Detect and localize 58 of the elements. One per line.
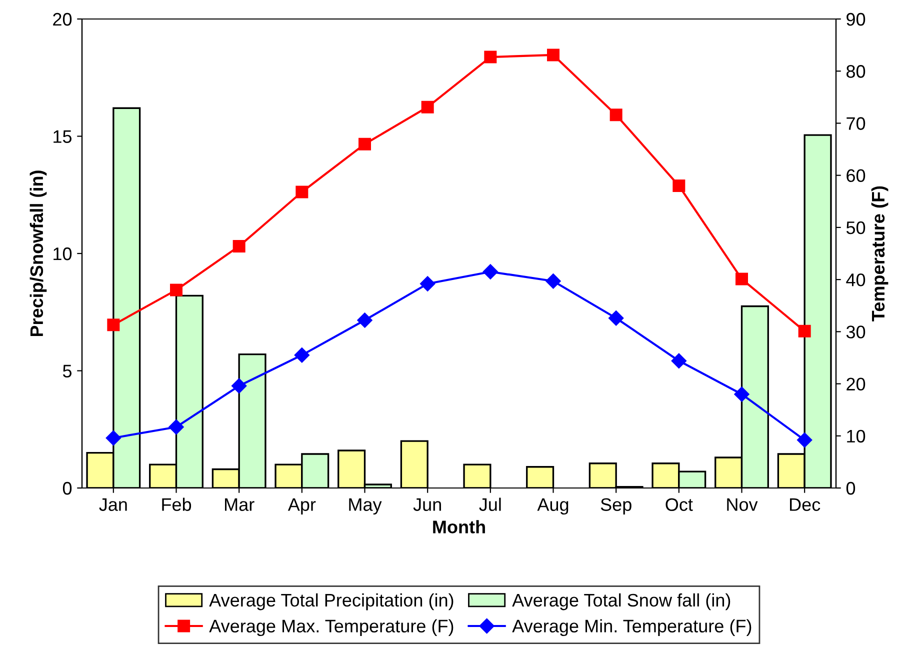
y2-tick-label: 0 [846,482,856,495]
point [232,378,247,394]
x-tick-label: Jul [479,498,501,511]
y2-tick-label: 50 [846,221,866,234]
legend-label: Average Total Precipitation (in) [209,593,454,610]
point [107,318,120,332]
point [168,419,184,435]
y-tick-label: 0 [62,482,72,495]
x-tick-label: Jan [99,498,127,511]
point [797,432,812,448]
legend-label: Average Total Snow fall (in) [512,593,730,610]
x-tick-label: Apr [288,498,316,515]
y-tick-label: 10 [54,247,72,260]
y2-tick-label: 60 [846,169,866,182]
point [232,240,246,252]
point [736,272,748,286]
point [610,108,622,122]
point [547,48,560,62]
y-axis-title: Precip/Snowfall (in) [30,170,47,336]
point [608,310,624,326]
y-tick-label: 5 [62,364,72,378]
point [671,353,686,368]
point [294,348,310,363]
point [420,276,436,292]
y2-tick-label: 40 [846,273,866,286]
point [357,312,372,328]
point [482,264,498,280]
point [672,180,686,192]
y2-tick-label: 80 [846,65,866,78]
x-tick-label: Aug [537,498,568,515]
y2-tick-label: 10 [847,430,866,443]
point [421,100,434,114]
point [358,138,371,150]
x-tick-label: Mar [225,498,254,511]
y2-tick-label: 90 [846,12,866,26]
legend-label: Average Min. Temperature (F) [512,619,752,636]
point [734,386,750,402]
x-tick-label: May [349,498,382,515]
x-tick-label: Sep [600,498,632,515]
point [170,284,182,296]
x-axis-title: Month [433,520,485,534]
y-tick-label: 15 [54,130,72,143]
y2-tick-label: 30 [846,326,866,338]
x-tick-label: Dec [790,498,820,511]
point [546,274,561,289]
y2-tick-label: 70 [846,117,866,130]
y2-tick-label: 20 [846,378,866,390]
x-tick-label: Jun [413,498,441,511]
legend-label: Average Max. Temperature (F) [209,619,454,636]
y-tick-label: 20 [53,12,72,26]
point [106,430,121,446]
x-tick-label: Nov [727,498,758,511]
y2-axis-title: Temperature (F) [871,186,888,322]
x-tick-label: Oct [666,498,693,511]
point [296,186,308,198]
x-tick-label: Feb [162,498,192,511]
point [798,324,811,338]
point [484,50,497,64]
